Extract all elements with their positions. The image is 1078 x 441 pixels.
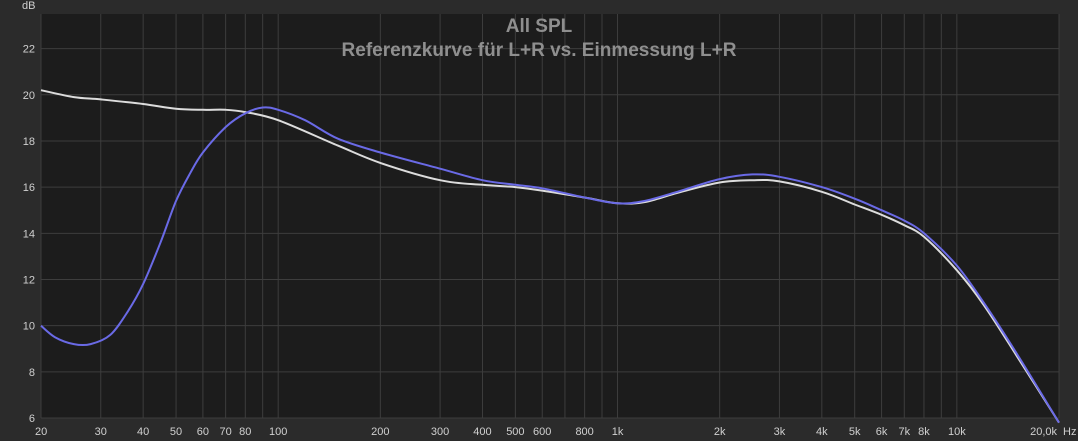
x-tick-label: 40 (137, 426, 149, 438)
x-tick-label: 2k (714, 426, 726, 438)
x-tick-label: 500 (506, 426, 524, 438)
y-tick-label: 22 (23, 44, 35, 56)
x-tick-label: 70 (219, 426, 231, 438)
y-axis-unit: dB (22, 0, 35, 12)
x-tick-label: 20,0k (1030, 426, 1057, 438)
x-tick-label: 20 (35, 426, 47, 438)
series-line (40, 106, 1060, 424)
y-tick-label: 10 (23, 321, 35, 333)
x-tick-label: 8k (918, 426, 930, 438)
x-tick-label: 4k (816, 426, 828, 438)
plot-area (41, 14, 1059, 418)
x-tick-label: 50 (170, 426, 182, 438)
y-tick-label: 6 (29, 413, 35, 425)
x-tick-label: 3k (774, 426, 786, 438)
x-tick-label: 10k (948, 426, 966, 438)
x-tick-label: 6k (876, 426, 888, 438)
x-tick-label: 200 (371, 426, 389, 438)
y-tick-label: 8 (29, 367, 35, 379)
x-tick-label: 80 (239, 426, 251, 438)
x-tick-label: 60 (197, 426, 209, 438)
series-lines (40, 89, 1060, 424)
x-tick-label: 7k (898, 426, 910, 438)
x-tick-label: 300 (431, 426, 449, 438)
x-axis-unit: Hz (1063, 426, 1076, 438)
x-axis-ticks: 20 30 40 50 60 70 80 100 200 300 400 500 600 800 1k 2k 3… (35, 426, 1076, 438)
y-tick-label: 14 (23, 228, 35, 240)
chart-title: All SPL (506, 16, 573, 37)
y-axis-ticks: 6 8 10 12 14 16 18 20 22 (23, 44, 35, 425)
x-tick-label: 600 (533, 426, 551, 438)
x-tick-label: 100 (269, 426, 287, 438)
x-tick-label: 400 (473, 426, 491, 438)
y-tick-label: 18 (23, 136, 35, 148)
x-tick-label: 1k (612, 426, 624, 438)
x-tick-label: 800 (575, 426, 593, 438)
x-tick-label: 5k (849, 426, 861, 438)
chart-subtitle: Referenzkurve für L+R vs. Einmessung L+R (342, 40, 737, 61)
y-tick-label: 20 (23, 90, 35, 102)
y-tick-label: 16 (23, 182, 35, 194)
grid (40, 14, 1060, 419)
x-tick-label: 30 (95, 426, 107, 438)
y-tick-label: 12 (23, 274, 35, 286)
